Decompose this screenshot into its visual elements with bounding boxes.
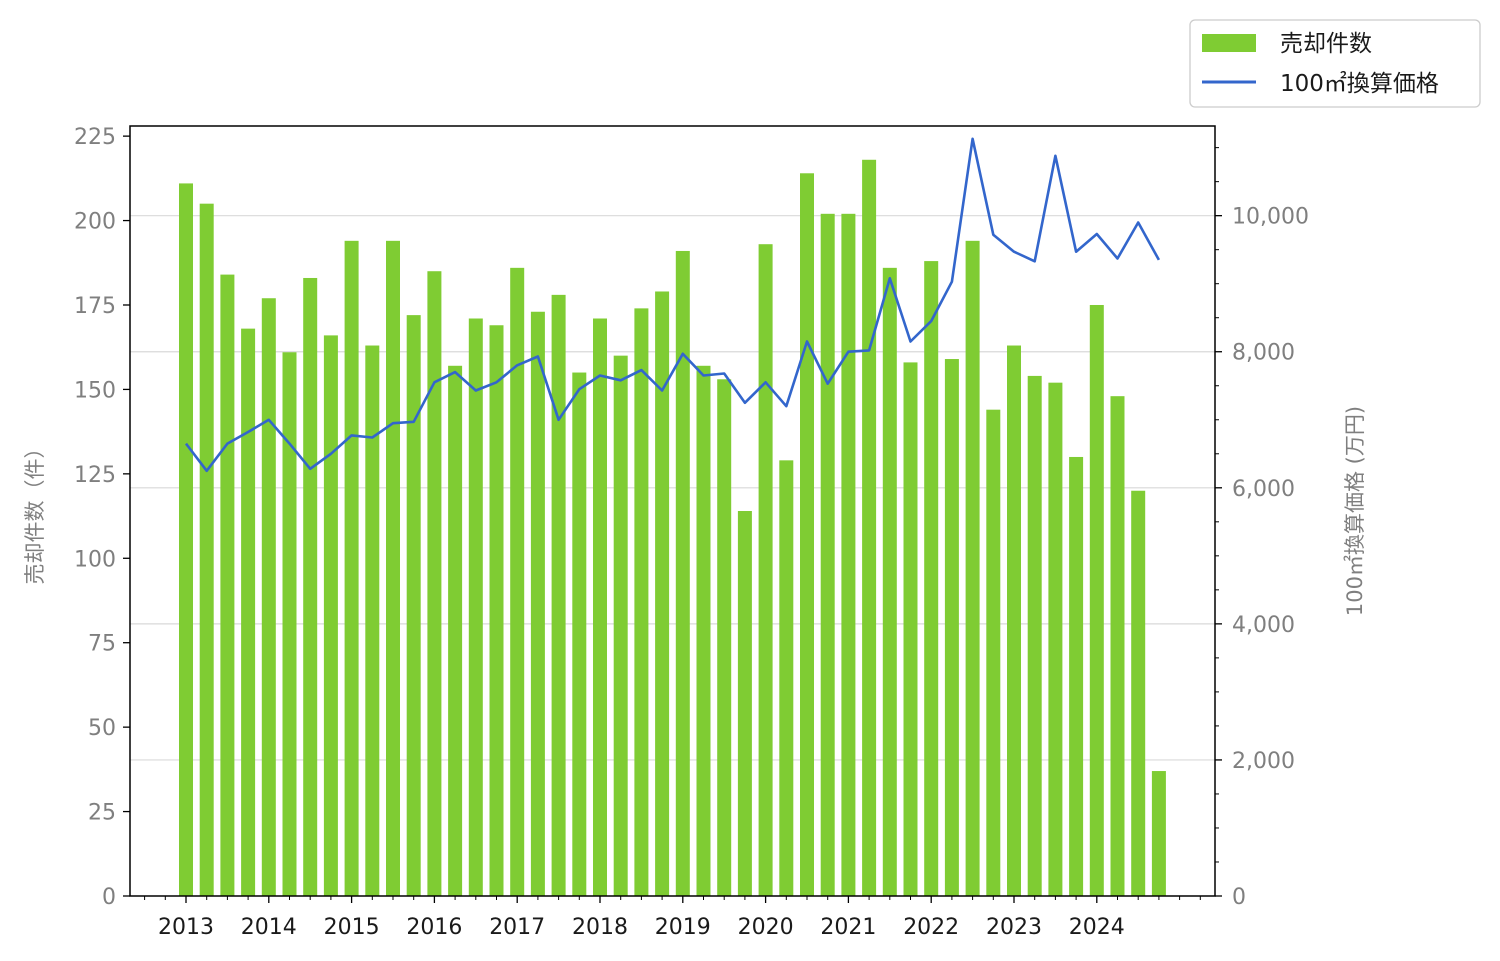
bar <box>841 213 856 897</box>
y-axis-right-label: 100㎡換算価格 (万円) <box>1343 406 1367 616</box>
x-axis: 2013 2014 2015 2016 2017 2018 2019 2020 2021 2022… <box>144 896 1201 940</box>
bar <box>551 294 566 897</box>
y-right-tick-label: 4,000 <box>1232 613 1295 638</box>
y-left-tick-label: 50 <box>88 716 116 741</box>
bar <box>986 409 1001 896</box>
x-tick-label: 2022 <box>903 915 959 940</box>
y-right-tick-label: 6,000 <box>1232 477 1295 502</box>
x-tick-label: 2019 <box>655 915 711 940</box>
x-tick-label: 2018 <box>572 915 628 940</box>
y-left-tick-label: 100 <box>74 547 116 572</box>
bar <box>468 318 483 896</box>
bar <box>179 183 193 896</box>
bar <box>220 274 235 896</box>
bar <box>510 267 525 896</box>
bar <box>1069 456 1084 896</box>
bar <box>323 335 338 896</box>
bar <box>924 261 939 896</box>
legend: 売却件数 100㎡換算価格 <box>1189 19 1481 108</box>
bar <box>675 250 690 896</box>
bar <box>241 328 256 896</box>
y-left-tick-label: 150 <box>74 378 116 403</box>
y-right-tick-label: 10,000 <box>1232 205 1309 230</box>
x-tick-label: 2016 <box>406 915 462 940</box>
x-tick-label: 2024 <box>1069 915 1125 940</box>
bar <box>1027 375 1042 896</box>
y-left-tick-label: 225 <box>74 125 116 150</box>
bar <box>717 379 732 897</box>
bar <box>1110 396 1125 896</box>
y-left-tick-label: 200 <box>74 210 116 235</box>
bar <box>1007 345 1021 896</box>
x-tick-label: 2021 <box>820 915 876 940</box>
price-line <box>184 137 1161 473</box>
y-left-tick-label: 75 <box>88 632 116 657</box>
y-right-tick-label: 2,000 <box>1232 749 1295 774</box>
bar <box>696 365 711 896</box>
x-tick-label: 2020 <box>738 915 794 940</box>
bar <box>613 355 628 896</box>
line-series-price <box>184 137 1161 473</box>
bar <box>489 325 504 896</box>
bar <box>634 308 649 896</box>
bar <box>903 362 918 896</box>
bar <box>282 352 297 896</box>
plot-frame <box>129 125 1216 897</box>
bar <box>199 203 214 897</box>
bar <box>882 267 897 896</box>
y-axis-left: 0 25 50 75 100 125 150 175 200 225 <box>74 125 130 910</box>
bar <box>344 240 359 896</box>
x-tick-label: 2017 <box>489 915 545 940</box>
bar <box>779 460 794 896</box>
bar <box>593 318 607 896</box>
x-tick-label: 2014 <box>241 915 297 940</box>
legend-label-price: 100㎡換算価格 <box>1280 71 1439 97</box>
legend-label-sales: 売却件数 <box>1280 31 1372 57</box>
bar <box>448 365 463 896</box>
y-left-tick-label: 125 <box>74 463 116 488</box>
y-left-tick-label: 25 <box>88 801 116 826</box>
bar <box>1131 490 1146 896</box>
y-left-tick-label: 0 <box>102 885 116 910</box>
bar <box>406 315 421 896</box>
y-left-tick-label: 175 <box>74 294 116 319</box>
bar <box>737 511 752 896</box>
y-right-tick-label: 8,000 <box>1232 341 1295 366</box>
bar <box>303 277 318 896</box>
y-right-tick-label: 0 <box>1232 885 1246 910</box>
bar <box>386 240 400 896</box>
x-tick-label: 2023 <box>986 915 1042 940</box>
bar <box>365 345 380 896</box>
bar <box>862 159 877 897</box>
y-axis-right: 0 2,000 4,000 6,000 8,000 10,000 <box>1215 147 1309 910</box>
bar <box>820 213 835 897</box>
bar <box>965 240 980 896</box>
bar <box>572 372 587 896</box>
bar <box>427 271 442 896</box>
bar <box>530 311 545 896</box>
bar <box>1151 771 1166 896</box>
bar <box>800 173 814 896</box>
bar <box>261 298 276 897</box>
x-tick-label: 2013 <box>158 915 214 940</box>
bar <box>655 291 670 897</box>
bar <box>758 244 773 896</box>
x-tick-label: 2015 <box>324 915 380 940</box>
legend-box <box>1189 19 1481 108</box>
bar <box>1048 382 1063 897</box>
legend-swatch-bar <box>1202 34 1256 52</box>
bar <box>944 359 959 896</box>
bar-series-sales-count <box>179 159 1166 897</box>
bar <box>1089 304 1104 897</box>
y-axis-left-label: 売却件数（件） <box>23 438 47 585</box>
